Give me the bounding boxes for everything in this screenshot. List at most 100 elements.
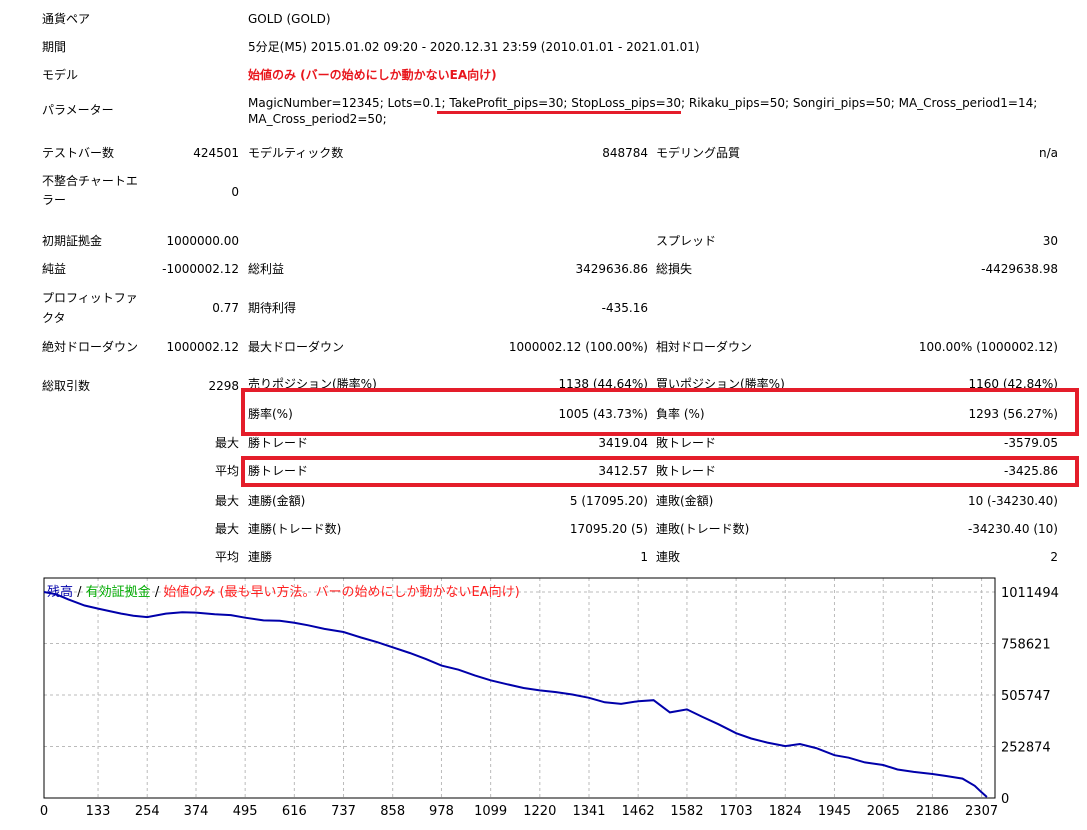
x-tick-label: 1703: [720, 804, 753, 819]
avg-label-1: 平均: [214, 464, 239, 478]
spread-label: スプレッド: [656, 234, 717, 248]
params-label: パラメーター: [42, 103, 114, 117]
win-rate-label: 勝率(%): [248, 407, 293, 421]
max-cons-loss-amt-label: 連敗(金額): [656, 494, 714, 508]
pf-label-1: プロフィットファ: [42, 291, 138, 305]
max-cons-loss-amt-value: 10 (-34230.40): [967, 494, 1058, 508]
x-tick-label: 616: [282, 804, 307, 819]
net-value: -1000002.12: [162, 262, 239, 276]
bars-label: テストバー数: [42, 146, 115, 160]
max-label-2: 最大: [214, 494, 239, 508]
expected-value: -435.16: [601, 301, 648, 315]
abs-dd-value: 1000002.12: [166, 340, 239, 354]
short-label: 売りポジション(勝率%): [248, 377, 377, 391]
legend-equity: 有効証拠金: [85, 585, 151, 600]
params-line1: MagicNumber=12345; Lots=0.1; TakeProfit_…: [248, 95, 1037, 111]
params-line2: MA_Cross_period2=50;: [248, 112, 387, 126]
model-label: モデル: [42, 68, 79, 82]
x-tick-label: 2065: [867, 804, 900, 819]
deposit-value: 1000000.00: [166, 234, 239, 248]
x-tick-label: 0: [40, 804, 48, 819]
quality-label: モデリング品質: [656, 146, 741, 160]
max-win-value: 3419.04: [598, 436, 648, 450]
loss-rate-label: 負率 (%): [656, 407, 705, 421]
x-tick-label: 737: [331, 804, 356, 819]
max-win-label: 勝トレード: [248, 436, 309, 450]
mismatch-value: 0: [231, 185, 239, 199]
x-tick-label: 978: [429, 804, 454, 819]
total-trades-value: 2298: [208, 379, 239, 393]
ticks-label: モデルティック数: [248, 146, 344, 160]
x-tick-label: 133: [86, 804, 111, 819]
period-value: 5分足(M5) 2015.01.02 09:20 - 2020.12.31 23…: [248, 40, 700, 54]
max-cons-win-cnt-label: 連勝(トレード数): [248, 522, 342, 536]
avg-win-label: 勝トレード: [248, 464, 309, 478]
max-label-3: 最大: [214, 522, 239, 536]
y-tick-label: 505747: [1001, 689, 1051, 704]
max-label-1: 最大: [214, 436, 239, 450]
x-tick-label: 254: [135, 804, 160, 819]
avg-cons-win-label: 連勝: [248, 550, 273, 564]
tp-sl-underline: [437, 111, 681, 114]
avg-loss-value: -3425.86: [1004, 464, 1058, 478]
deposit-label: 初期証拠金: [42, 234, 103, 248]
rel-dd-label: 相対ドローダウン: [656, 340, 753, 354]
x-tick-label: 1582: [670, 804, 703, 819]
x-tick-label: 858: [380, 804, 405, 819]
y-tick-label: 1011494: [1001, 586, 1059, 601]
legend-balance: 残高: [47, 585, 74, 600]
mismatch-label-1: 不整合チャートエ: [42, 174, 138, 188]
model-value: 始値のみ (バーの始めにしか動かないEA向け): [248, 68, 497, 82]
chart-legend-title: 残高 / 有効証拠金 / 始値のみ (最も早い方法。バーの始めにしか動かないEA…: [47, 581, 520, 600]
y-axis-ticks: 1011494 758621 505747 252874 0: [1001, 586, 1059, 807]
x-axis-ticks: 0 133 254 374 495 616 737 858 978 1099 1220 1341 146…: [40, 804, 998, 819]
pair-label: 通貨ペア: [42, 12, 91, 26]
mismatch-label-2: ラー: [42, 193, 67, 207]
avg-label-2: 平均: [214, 550, 239, 564]
avg-loss-label: 敗トレード: [656, 464, 717, 478]
legend-sep-2: /: [150, 585, 164, 600]
legend-sep-1: /: [73, 585, 86, 600]
max-dd-label: 最大ドローダウン: [248, 340, 345, 354]
net-label: 純益: [42, 262, 67, 276]
short-value: 1138 (44.64%): [558, 377, 648, 391]
max-loss-label: 敗トレード: [656, 436, 717, 450]
y-tick-label: 252874: [1001, 740, 1051, 755]
x-tick-label: 495: [233, 804, 258, 819]
expected-label: 期待利得: [248, 301, 297, 315]
loss-rate-value: 1293 (56.27%): [968, 407, 1058, 421]
x-tick-label: 1099: [474, 804, 507, 819]
avg-cons-loss-value: 2: [1050, 550, 1058, 564]
y-tick-label: 0: [1001, 792, 1009, 807]
x-tick-label: 374: [184, 804, 209, 819]
gross-loss-value: -4429638.98: [981, 262, 1058, 276]
total-trades-label: 総取引数: [42, 379, 91, 393]
pair-value: GOLD (GOLD): [248, 12, 331, 26]
max-cons-win-cnt-value: 17095.20 (5): [569, 522, 648, 536]
long-value: 1160 (42.84%): [968, 377, 1058, 391]
max-cons-loss-cnt-value: -34230.40 (10): [967, 522, 1058, 536]
pf-label-2: クタ: [42, 311, 66, 325]
legend-model: 始値のみ (最も早い方法。バーの始めにしか動かないEA向け): [163, 585, 520, 600]
abs-dd-label: 絶対ドローダウン: [42, 340, 139, 354]
balance-chart: 1011494 758621 505747 252874 0 0 133 254 374 495…: [40, 577, 1059, 819]
avg-cons-win-value: 1: [640, 550, 648, 564]
x-tick-label: 1341: [572, 804, 605, 819]
x-tick-label: 1945: [818, 804, 851, 819]
period-label: 期間: [42, 40, 67, 54]
max-cons-win-amt-value: 5 (17095.20): [569, 494, 648, 508]
y-tick-label: 758621: [1001, 637, 1051, 652]
params-c: Rikaku_pips=50; Songiri_pips=50; MA_Cros…: [688, 96, 1038, 110]
params-a: MagicNumber=12345; Lots=0.1;: [248, 96, 446, 110]
rel-dd-value: 100.00% (1000002.12): [918, 340, 1058, 354]
x-tick-label: 1220: [523, 804, 556, 819]
gross-profit-value: 3429636.86: [575, 262, 648, 276]
max-cons-loss-cnt-label: 連敗(トレード数): [656, 522, 750, 536]
chart-plot-frame: [43, 577, 996, 799]
win-loss-rate-highlight: [241, 388, 1079, 436]
x-tick-label: 2307: [965, 804, 998, 819]
x-tick-label: 1462: [622, 804, 655, 819]
spread-value: 30: [1042, 234, 1058, 248]
pf-value: 0.77: [212, 301, 239, 315]
long-label: 買いポジション(勝率%): [656, 377, 785, 391]
